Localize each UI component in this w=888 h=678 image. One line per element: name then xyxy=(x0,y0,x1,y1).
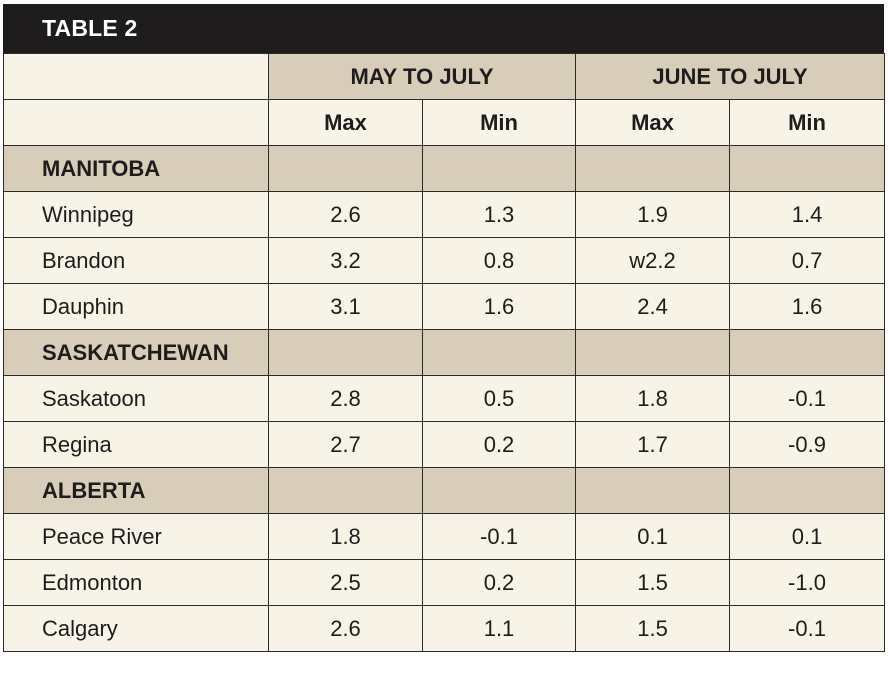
table-row: Dauphin 3.1 1.6 2.4 1.6 xyxy=(3,283,886,330)
table-row: Winnipeg 2.6 1.3 1.9 1.4 xyxy=(3,191,886,238)
section-empty-cell xyxy=(729,467,886,514)
city-label: Regina xyxy=(3,421,269,468)
value-cell: 3.1 xyxy=(268,283,423,330)
city-label: Calgary xyxy=(3,605,269,652)
section-empty-cell xyxy=(575,145,731,192)
section-empty-cell xyxy=(268,467,423,514)
city-label: Edmonton xyxy=(3,559,269,606)
table-row: Regina 2.7 0.2 1.7 -0.9 xyxy=(3,421,886,468)
value-cell: 0.7 xyxy=(729,237,886,284)
city-label: Winnipeg xyxy=(3,191,269,238)
section-label: ALBERTA xyxy=(3,467,269,514)
value-cell: 1.4 xyxy=(729,191,886,238)
sub-header-max: Max xyxy=(575,99,731,146)
section-empty-cell xyxy=(575,329,731,376)
value-cell: w2.2 xyxy=(575,237,731,284)
value-cell: 1.8 xyxy=(268,513,423,560)
table-row: Edmonton 2.5 0.2 1.5 -1.0 xyxy=(3,559,886,606)
value-cell: 1.1 xyxy=(421,605,577,652)
value-cell: 2.6 xyxy=(268,191,423,238)
value-cell: 0.5 xyxy=(421,375,577,422)
sub-header-row: Max Min Max Min xyxy=(3,99,886,146)
value-cell: -0.1 xyxy=(729,375,886,422)
section-row: SASKATCHEWAN xyxy=(3,329,886,376)
value-cell: 0.8 xyxy=(421,237,577,284)
city-label: Peace River xyxy=(3,513,269,560)
section-empty-cell xyxy=(729,329,886,376)
table-frame: TABLE 2 MAY TO JULY JUNE TO JULY Max Min… xyxy=(3,4,886,672)
table-title: TABLE 2 xyxy=(3,4,884,53)
section-label: MANITOBA xyxy=(3,145,269,192)
section-label: SASKATCHEWAN xyxy=(3,329,269,376)
value-cell: 0.1 xyxy=(729,513,886,560)
group-header-june-to-july: JUNE TO JULY xyxy=(575,53,886,100)
value-cell: 2.7 xyxy=(268,421,423,468)
section-row: MANITOBA xyxy=(3,145,886,192)
value-cell: 0.2 xyxy=(421,421,577,468)
corner-cell xyxy=(3,53,269,100)
value-cell: 2.6 xyxy=(268,605,423,652)
corner-cell xyxy=(3,99,269,146)
section-empty-cell xyxy=(729,145,886,192)
group-header-may-to-july: MAY TO JULY xyxy=(267,53,577,100)
value-cell: -0.1 xyxy=(421,513,577,560)
value-cell: -0.1 xyxy=(729,605,886,652)
sub-header-min: Min xyxy=(421,99,577,146)
value-cell: 0.2 xyxy=(421,559,577,606)
value-cell: 1.8 xyxy=(575,375,731,422)
group-header-row: MAY TO JULY JUNE TO JULY xyxy=(3,53,886,100)
sub-header-max: Max xyxy=(268,99,423,146)
value-cell: 2.4 xyxy=(575,283,731,330)
table-row: Calgary 2.6 1.1 1.5 -0.1 xyxy=(3,605,886,652)
value-cell: 1.5 xyxy=(575,605,731,652)
value-cell: 3.2 xyxy=(268,237,423,284)
city-label: Dauphin xyxy=(3,283,269,330)
section-empty-cell xyxy=(268,329,423,376)
value-cell: -0.9 xyxy=(729,421,886,468)
section-empty-cell xyxy=(268,145,423,192)
value-cell: 2.8 xyxy=(268,375,423,422)
value-cell: 1.3 xyxy=(421,191,577,238)
section-empty-cell xyxy=(575,467,731,514)
value-cell: 1.5 xyxy=(575,559,731,606)
table-row: Peace River 1.8 -0.1 0.1 0.1 xyxy=(3,513,886,560)
data-table: MAY TO JULY JUNE TO JULY Max Min Max Min… xyxy=(3,53,886,652)
value-cell: 1.6 xyxy=(421,283,577,330)
table-row: Brandon 3.2 0.8 w2.2 0.7 xyxy=(3,237,886,284)
value-cell: 1.6 xyxy=(729,283,886,330)
value-cell: 1.7 xyxy=(575,421,731,468)
section-empty-cell xyxy=(421,467,577,514)
value-cell: 2.5 xyxy=(268,559,423,606)
city-label: Brandon xyxy=(3,237,269,284)
section-empty-cell xyxy=(421,329,577,376)
table-row: Saskatoon 2.8 0.5 1.8 -0.1 xyxy=(3,375,886,422)
section-empty-cell xyxy=(421,145,577,192)
value-cell: -1.0 xyxy=(729,559,886,606)
value-cell: 0.1 xyxy=(575,513,731,560)
section-row: ALBERTA xyxy=(3,467,886,514)
sub-header-min: Min xyxy=(729,99,886,146)
city-label: Saskatoon xyxy=(3,375,269,422)
value-cell: 1.9 xyxy=(575,191,731,238)
